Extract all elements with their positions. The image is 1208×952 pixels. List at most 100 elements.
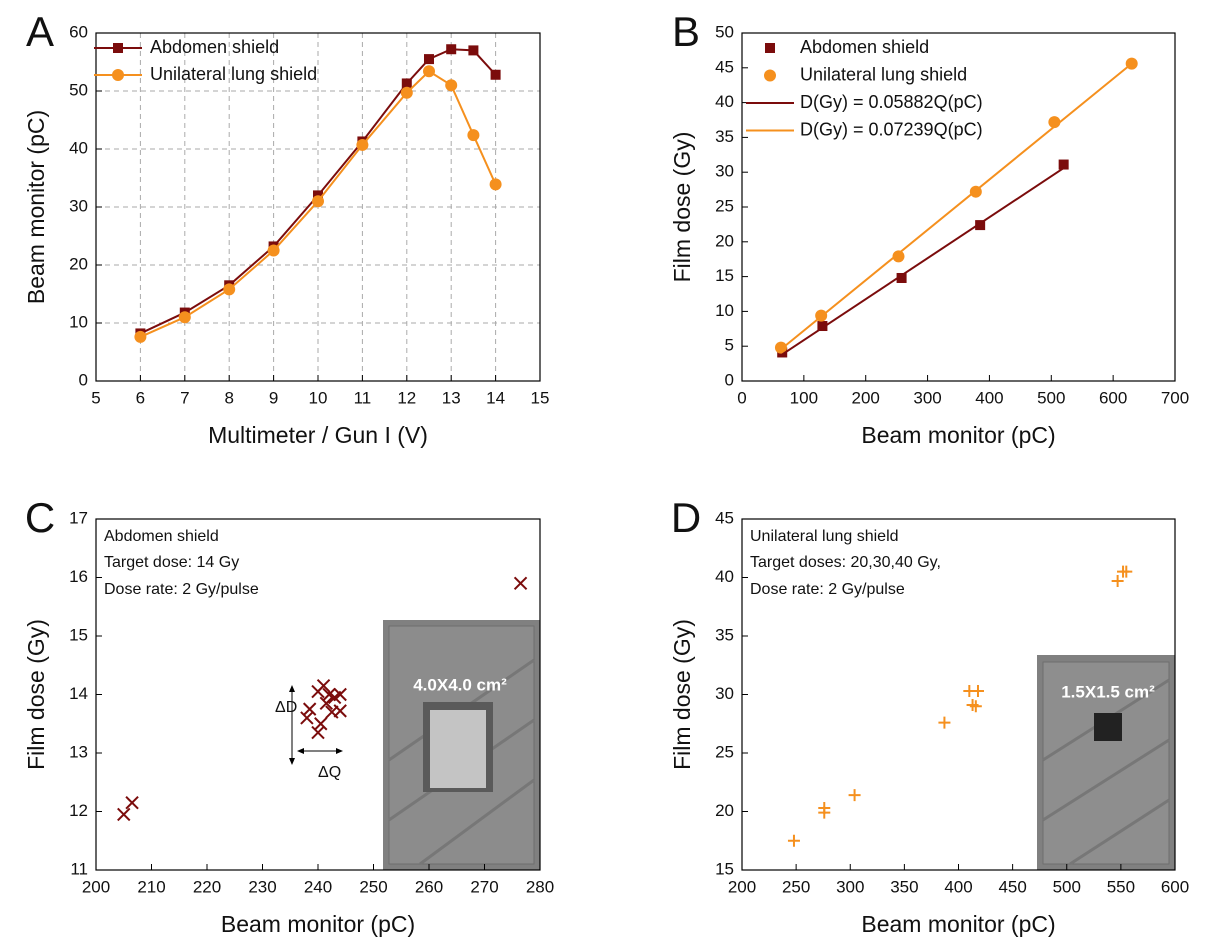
- x-tick-label: 12: [397, 388, 416, 407]
- y-tick-label: 11: [70, 859, 88, 878]
- y-tick-label: 16: [69, 567, 88, 586]
- x-tick-label: 400: [975, 388, 1003, 407]
- x-tick-label: 100: [790, 388, 818, 407]
- y-tick-label: 40: [715, 92, 734, 111]
- y-tick-label: 30: [69, 196, 88, 215]
- inset-photo: [1037, 655, 1175, 870]
- annotation: Dose rate: 2 Gy/pulse: [104, 581, 259, 598]
- x-tick-label: 350: [890, 877, 918, 896]
- y-tick-label: 50: [69, 80, 88, 99]
- x-tick-label: 280: [526, 877, 554, 896]
- inset-label: 4.0X4.0 cm²: [413, 675, 507, 694]
- panel-label: C: [25, 494, 55, 541]
- plot-frame: [95, 32, 541, 382]
- point: [975, 220, 986, 231]
- x-tick-label: 300: [913, 388, 941, 407]
- x-tick-label: 200: [852, 388, 880, 407]
- annotation: Target dose: 14 Gy: [104, 554, 239, 571]
- point: [896, 272, 907, 283]
- y-tick-label: 35: [715, 127, 734, 146]
- inset-photo: [383, 620, 540, 870]
- x-tick-label: 500: [1053, 877, 1081, 896]
- y-tick-label: 14: [69, 684, 88, 703]
- legend-marker: [112, 69, 124, 81]
- y-tick-label: 20: [715, 231, 734, 250]
- point: [424, 54, 434, 65]
- point: [1111, 575, 1124, 588]
- x-tick-label: 200: [82, 877, 110, 896]
- x-tick-label: 600: [1099, 388, 1127, 407]
- x-tick-label: 220: [193, 877, 221, 896]
- series-line: [781, 167, 1065, 356]
- plot-frame: [95, 518, 541, 871]
- point: [848, 789, 861, 802]
- x-tick-label: 7: [180, 388, 189, 407]
- point: [356, 138, 369, 151]
- panel-label: A: [26, 8, 54, 55]
- point: [117, 807, 131, 822]
- chart-panel: C 200 210 220 230 240 250 260 270 280 11 12 13 14 15 16…: [23, 494, 554, 937]
- y-tick-label: 15: [715, 859, 734, 878]
- point: [892, 250, 905, 263]
- point: [134, 330, 147, 343]
- panel-label: B: [672, 8, 700, 55]
- x-tick-label: 15: [531, 388, 550, 407]
- point: [319, 696, 334, 710]
- x-tick-label: 260: [415, 877, 443, 896]
- x-axis-label: Beam monitor (pC): [221, 911, 415, 937]
- y-tick-label: 0: [79, 370, 88, 389]
- legend-marker: [765, 43, 775, 53]
- point: [312, 195, 324, 208]
- point: [489, 178, 502, 191]
- y-tick-label: 17: [69, 508, 88, 527]
- legend-label: D(Gy) = 0.05882Q(pC): [800, 92, 983, 112]
- y-tick-label: 60: [69, 22, 88, 41]
- point: [1120, 565, 1133, 578]
- inset-label: 1.5X1.5 cm²: [1061, 682, 1155, 701]
- point: [401, 78, 412, 89]
- point: [446, 44, 457, 55]
- panel-label: D: [671, 494, 701, 541]
- y-tick-label: 35: [715, 625, 734, 644]
- legend-marker: [764, 69, 776, 82]
- y-tick-label: 45: [715, 508, 734, 527]
- annotation: ΔD: [275, 699, 297, 716]
- point: [468, 45, 479, 56]
- series-line: [780, 62, 1133, 351]
- y-tick-label: 15: [715, 266, 734, 285]
- y-tick-label: 5: [725, 336, 734, 355]
- y-tick-label: 30: [715, 684, 734, 703]
- point: [316, 679, 331, 693]
- annotation: Abdomen shield: [104, 528, 219, 545]
- point: [1058, 159, 1069, 170]
- y-axis-label: Film dose (Gy): [669, 619, 695, 770]
- y-tick-label: 13: [69, 742, 88, 761]
- point: [490, 69, 501, 80]
- y-axis-label: Beam monitor (pC): [23, 110, 49, 304]
- y-tick-label: 40: [715, 567, 734, 586]
- x-axis-label: Beam monitor (pC): [861, 911, 1055, 937]
- x-tick-label: 210: [137, 877, 165, 896]
- annotation: ΔQ: [318, 764, 341, 781]
- x-tick-label: 500: [1037, 388, 1065, 407]
- legend-label: Abdomen shield: [800, 37, 929, 57]
- y-tick-label: 10: [715, 301, 734, 320]
- y-tick-label: 40: [69, 138, 88, 157]
- x-tick-label: 200: [728, 877, 756, 896]
- x-tick-label: 600: [1161, 877, 1189, 896]
- y-tick-label: 12: [69, 801, 88, 820]
- legend-label: Unilateral lung shield: [800, 64, 967, 84]
- point: [513, 576, 528, 591]
- y-axis-label: Film dose (Gy): [669, 132, 695, 283]
- y-tick-label: 45: [715, 57, 734, 76]
- x-tick-label: 9: [269, 388, 278, 407]
- annotation: Target doses: 20,30,40 Gy,: [750, 554, 941, 571]
- chart-panel: B 0 100 200 300 400 500 600 700 0 5 10 15 20 25 30 35 40 4…: [669, 8, 1189, 448]
- point: [267, 244, 280, 257]
- y-tick-label: 0: [725, 370, 734, 389]
- point: [333, 687, 347, 702]
- y-tick-label: 15: [69, 625, 88, 644]
- x-tick-label: 0: [737, 388, 746, 407]
- y-tick-label: 25: [715, 742, 734, 761]
- point: [971, 684, 984, 697]
